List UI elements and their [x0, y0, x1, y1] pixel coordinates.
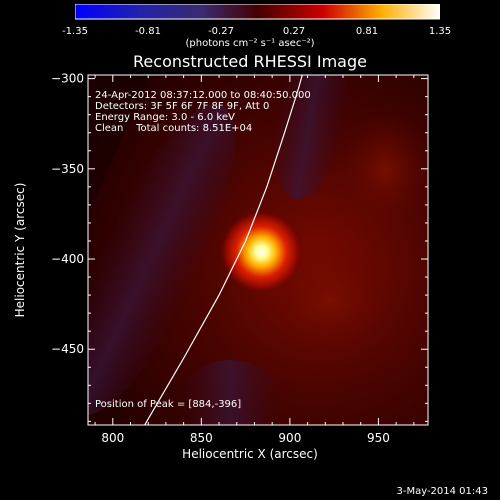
x-tick-label: 950 [367, 431, 390, 445]
colorbar-tick-4: 0.27 [282, 26, 306, 37]
y-tick-label: −450 [51, 342, 84, 356]
solar-limb [144, 75, 303, 425]
detectors-text: Detectors: 3F 5F 6F 7F 8F 9F, Att 0 [95, 101, 270, 112]
axes: 800 850 900 950 −300 −350 −400 −450 [51, 72, 428, 445]
colorbar-tick-5: 0.81 [355, 26, 379, 37]
x-tick-label: 800 [101, 431, 124, 445]
colorbar-tick-3: -0.27 [208, 26, 234, 37]
image-area [88, 75, 428, 425]
y-tick-label: −350 [51, 162, 84, 176]
x-tick-label: 850 [190, 431, 213, 445]
time-range-text: 24-Apr-2012 08:37:12.000 to 08:40:50.000 [95, 90, 311, 101]
y-tick-label: −300 [51, 72, 84, 86]
energy-range-text: Energy Range: 3.0 - 6.0 keV [95, 112, 235, 123]
colorbar-tick-2: -0.81 [135, 26, 161, 37]
timestamp: 3-May-2014 01:43 [396, 486, 488, 497]
diffuse-emission-2 [335, 110, 428, 230]
x-axis-label: Heliocentric X (arcsec) [182, 447, 318, 461]
peak-source [219, 209, 304, 294]
colorbar-tick-6: 1.35 [428, 26, 452, 37]
colorbar-units-label: (photons cm⁻² s⁻¹ asec⁻²) [185, 38, 315, 49]
plot-title: Reconstructed RHESSI Image [133, 52, 367, 71]
y-axis-label: Heliocentric Y (arcsec) [13, 183, 27, 318]
image-dark-corner [88, 75, 150, 210]
y-tick-label: −400 [51, 252, 84, 266]
clean-counts-text: Clean Total counts: 8.51E+04 [95, 123, 253, 134]
colorbar-gradient [75, 4, 440, 20]
colorbar-tick-1: -1.35 [62, 26, 88, 37]
peak-position-text: Position of Peak = [884,-396] [95, 399, 242, 410]
colorbar [75, 4, 440, 22]
purple-band [88, 75, 348, 425]
x-tick-label: 900 [278, 431, 301, 445]
plot-frame [87, 74, 429, 426]
